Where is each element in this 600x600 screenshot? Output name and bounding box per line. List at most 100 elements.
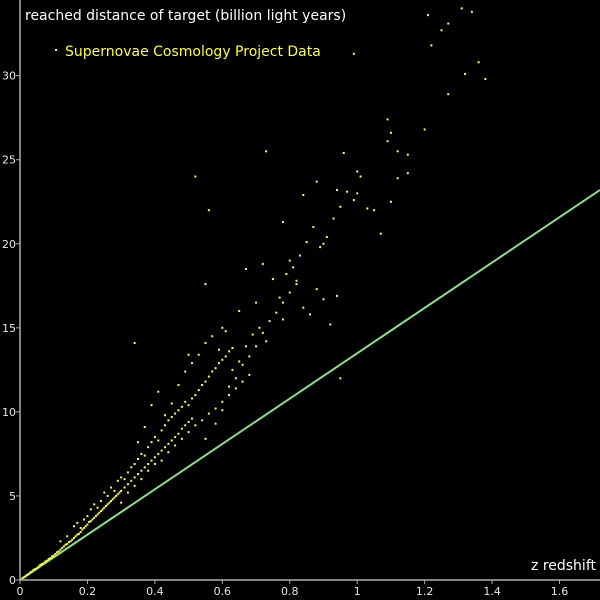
data-point [288,291,291,294]
data-point [30,570,33,573]
data-point [126,491,129,494]
data-point [194,394,197,397]
data-point [282,301,285,304]
data-point [197,389,200,392]
axes [19,0,600,581]
data-point [184,370,187,373]
data-point [64,543,67,546]
data-point [228,350,231,353]
data-point [106,494,109,497]
data-point [67,541,70,544]
data-point [174,412,177,415]
data-point [49,557,52,560]
data-point [244,267,247,270]
data-point [160,429,163,432]
data-point [295,283,298,286]
data-point [251,333,254,336]
data-point [137,473,140,476]
data-point [137,441,140,444]
data-point [51,555,54,558]
data-point [150,459,153,462]
data-point [45,559,48,562]
data-point [278,296,281,299]
data-point [187,353,190,356]
y-tick-label: 15 [2,322,16,335]
data-point [83,518,86,521]
data-point [427,14,430,17]
data-point [302,306,305,309]
data-point [24,575,27,578]
data-point [322,242,325,245]
x-tick-label: 1.2 [416,585,434,598]
data-point [204,283,207,286]
data-point [22,576,25,579]
data-point [325,236,328,239]
data-point [143,454,146,457]
data-point [339,377,342,380]
data-point [52,554,55,557]
data-point [69,540,72,543]
data-point [261,331,264,334]
data-point [180,405,183,408]
data-point [470,10,473,13]
data-point [234,387,237,390]
data-point [115,494,118,497]
data-point [170,439,173,442]
data-point [177,432,180,435]
data-point [147,446,150,449]
data-point [140,469,143,472]
data-point [89,520,92,523]
data-point [86,515,89,518]
data-point [120,476,123,479]
data-point [464,72,467,75]
data-point [265,340,268,343]
data-point [137,457,140,460]
x-tick-label: 0.4 [146,585,164,598]
data-point [312,225,315,228]
data-point [44,560,47,563]
data-point [356,192,359,195]
data-point [265,150,268,153]
data-point [255,345,258,348]
data-point [221,400,224,403]
data-point [123,478,126,481]
data-point [62,545,65,548]
data-point [288,259,291,262]
data-point [190,417,193,420]
data-point [72,525,75,528]
data-point [406,172,409,175]
data-point [241,380,244,383]
data-point [214,367,217,370]
data-point [133,463,136,465]
data-point [147,469,150,472]
y-tick-label: 25 [2,154,16,167]
data-point [93,516,96,519]
data-point [261,262,264,265]
data-point [71,538,74,541]
y-tick-label: 5 [9,490,16,503]
data-point [248,355,251,358]
data-point [356,170,359,173]
data-point [47,557,50,560]
data-point [57,550,60,553]
data-point [164,446,166,449]
data-point [59,548,62,551]
data-point [187,404,190,407]
data-point [157,439,160,442]
data-point [86,523,89,526]
data-point [221,409,224,412]
data-point [406,153,409,156]
x-tick-label: 0 [17,585,24,598]
data-point [96,513,99,516]
data-point [423,128,426,131]
data-point [184,424,187,427]
data-point [396,150,399,153]
x-axis-title: z redshift [531,558,596,574]
data-point [111,498,114,501]
data-point [34,568,37,571]
data-point [282,220,285,223]
data-point [207,209,210,212]
data-point [25,573,28,576]
data-point [352,199,355,202]
